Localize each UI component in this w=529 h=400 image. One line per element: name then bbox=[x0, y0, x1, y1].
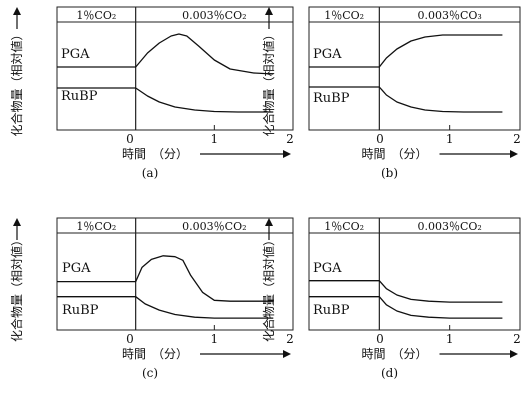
panel-label: (a) bbox=[142, 166, 159, 180]
y-axis-arrowhead bbox=[265, 7, 273, 15]
x-tick-label: 0 bbox=[376, 332, 384, 346]
condition-label-before: 1％CO₂ bbox=[76, 9, 116, 22]
x-tick-label: 2 bbox=[513, 332, 521, 346]
chart-panel: 1％CO₂ 0.003％CO₂ PGA RuBP 0 1 2 時間 （分） 化合物量（相対値） (… bbox=[9, 217, 294, 380]
x-tick-label: 1 bbox=[446, 332, 454, 346]
x-tick-label: 2 bbox=[286, 132, 294, 146]
x-tick-label: 0 bbox=[126, 332, 134, 346]
series-pga-line bbox=[309, 34, 503, 68]
condition-label-after: 0.003％CO₂ bbox=[182, 220, 246, 233]
series-label-pga: PGA bbox=[61, 47, 90, 62]
chart-panel: 1％CO₂ 0.003％CO₂ PGA RuBP 0 1 2 時間 （分） 化合物量（相対値） (… bbox=[9, 6, 294, 180]
y-axis-arrowhead bbox=[265, 218, 273, 226]
series-label-rubp: RuBP bbox=[62, 303, 99, 318]
x-axis-label: 時間 （分） bbox=[361, 147, 427, 161]
series-label-rubp: RuBP bbox=[313, 303, 350, 318]
y-axis-arrowhead bbox=[13, 218, 21, 226]
x-axis-arrowhead bbox=[510, 150, 518, 158]
chart-panel: 1％CO₂ 0.003％CO₃ PGA RuBP 0 1 2 時間 （分） 化合物量（相対値） (… bbox=[261, 6, 521, 180]
condition-label-before: 1％CO₂ bbox=[324, 220, 364, 233]
y-axis-label: 化合物量（相対値） bbox=[261, 28, 276, 136]
x-axis-arrowhead bbox=[283, 150, 291, 158]
series-pga-line bbox=[57, 255, 274, 302]
x-axis-arrowhead bbox=[510, 350, 518, 358]
series-label-pga: PGA bbox=[313, 261, 342, 276]
x-tick-label: 2 bbox=[286, 332, 294, 346]
series-rubp-line bbox=[57, 87, 274, 113]
plot-frame bbox=[308, 6, 521, 131]
series-rubp-line bbox=[309, 86, 503, 113]
x-tick-label: 1 bbox=[211, 132, 219, 146]
x-axis-label: 時間 （分） bbox=[122, 347, 188, 361]
series-label-pga: PGA bbox=[62, 261, 91, 276]
y-axis-label: 化合物量（相対値） bbox=[9, 28, 24, 136]
y-axis-label: 化合物量（相対値） bbox=[261, 234, 276, 342]
series-pga-line bbox=[57, 33, 274, 75]
x-tick-label: 1 bbox=[211, 332, 219, 346]
series-label-rubp: RuBP bbox=[61, 89, 98, 104]
series-label-pga: PGA bbox=[313, 47, 342, 62]
series-pga-line bbox=[309, 280, 503, 303]
plot-frame bbox=[56, 6, 294, 131]
panel-label: (d) bbox=[381, 366, 398, 380]
y-axis-label: 化合物量（相対値） bbox=[9, 234, 24, 342]
condition-label-after: 0.003％CO₂ bbox=[417, 220, 481, 233]
x-tick-label: 0 bbox=[376, 132, 384, 146]
x-tick-label: 0 bbox=[126, 132, 134, 146]
condition-label-before: 1％CO₂ bbox=[324, 9, 364, 22]
x-tick-label: 1 bbox=[446, 132, 454, 146]
plot-frame bbox=[308, 217, 521, 331]
condition-label-after: 0.003％CO₃ bbox=[417, 9, 481, 22]
y-axis-arrowhead bbox=[13, 7, 21, 15]
chart-panel: 1％CO₂ 0.003％CO₂ PGA RuBP 0 1 2 時間 （分） 化合物量（相対値） (… bbox=[261, 217, 521, 380]
plot-frame bbox=[56, 217, 294, 331]
panel-label: (b) bbox=[381, 166, 398, 180]
condition-label-after: 0.003％CO₂ bbox=[182, 9, 246, 22]
series-rubp-line bbox=[309, 296, 503, 319]
x-axis-label: 時間 （分） bbox=[361, 347, 427, 361]
x-axis-label: 時間 （分） bbox=[122, 147, 188, 161]
series-rubp-line bbox=[57, 296, 274, 319]
x-tick-label: 2 bbox=[513, 132, 521, 146]
series-label-rubp: RuBP bbox=[313, 91, 350, 106]
condition-label-before: 1％CO₂ bbox=[76, 220, 116, 233]
panel-label: (c) bbox=[142, 366, 158, 380]
x-axis-arrowhead bbox=[283, 350, 291, 358]
